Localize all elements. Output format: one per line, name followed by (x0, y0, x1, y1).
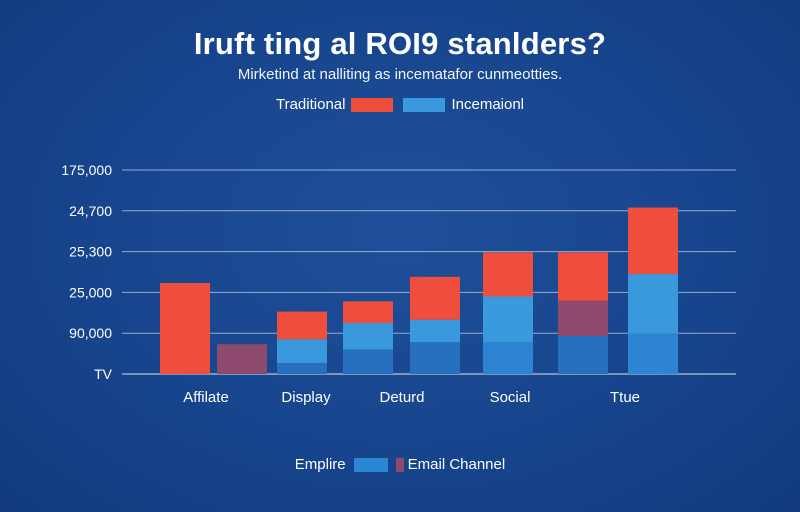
x-tick-label: Display (281, 389, 331, 406)
y-tick-label: 175,000 (61, 162, 112, 178)
legend-item-emplire: Emplire (295, 456, 388, 473)
bars (160, 207, 678, 374)
bar-segment (483, 252, 533, 297)
x-tick-label: Affilate (183, 389, 229, 406)
legend-label-email-channel: Email Channel (407, 456, 506, 473)
y-tick-label: 24,700 (69, 203, 112, 219)
bar-segment (628, 333, 678, 374)
y-tick-label: 25,000 (69, 284, 112, 300)
bar-stack (628, 207, 678, 374)
x-tick-label: Deturd (379, 389, 424, 406)
bar-stack (410, 276, 460, 374)
bar-segment (558, 300, 608, 337)
legend-label-emplire: Emplire (294, 456, 346, 473)
legend-item-traditional: Traditional (275, 96, 394, 113)
x-tick-label: Ttue (610, 389, 640, 406)
legend-swatch-incemaionl (403, 97, 446, 112)
bar-segment (343, 323, 393, 350)
y-tick-label: 25,300 (69, 244, 112, 260)
bar-segment (483, 296, 533, 343)
chart-title: Iruft ting al ROI9 stanlders? (193, 26, 607, 61)
legend-item-email-channel: Email Channel (395, 456, 506, 473)
x-tick-label: Social (490, 389, 531, 406)
legend-label-traditional: Traditional (275, 96, 346, 113)
legend-top: Traditional Incemaionl (0, 96, 800, 113)
legend-swatch-emplire (353, 457, 388, 472)
bar-segment (410, 342, 460, 374)
legend-label-incemaionl: Incemaionl (451, 96, 525, 113)
legend-swatch-email-channel (395, 457, 404, 472)
chart-subtitle: Mirketind at nalliting as incematafor cu… (237, 66, 563, 83)
bar-segment (628, 274, 678, 334)
bar-segment (277, 311, 327, 340)
bar-stack (343, 301, 393, 374)
bar-stack (217, 344, 267, 374)
y-tick-label: TV (94, 366, 113, 382)
bar-stack (558, 252, 608, 374)
bar-segment (558, 252, 608, 301)
legend-item-incemaionl: Incemaionl (403, 96, 524, 113)
legend-bottom: Emplire Email Channel (0, 456, 800, 473)
bar-segment (160, 283, 210, 374)
legend-swatch-traditional (351, 97, 394, 112)
x-axis-labels: Affilate Display Deturd Social Ttue (183, 389, 640, 406)
y-axis-labels: TV 90,000 25,000 25,300 24,700 175,000 (61, 162, 112, 382)
bar-segment (277, 339, 327, 363)
bar-segment (410, 276, 460, 320)
bar-segment (410, 319, 460, 343)
bar-segment (217, 344, 267, 374)
bar-segment (558, 336, 608, 374)
bar-segment (483, 342, 533, 374)
bar-stack (277, 311, 327, 374)
bar-segment (343, 301, 393, 323)
y-tick-label: 90,000 (69, 325, 112, 341)
bar-segment (628, 207, 678, 275)
bar-stack (160, 283, 210, 374)
bar-segment (343, 349, 393, 374)
bar-stack (483, 252, 533, 374)
bar-segment (277, 362, 327, 374)
